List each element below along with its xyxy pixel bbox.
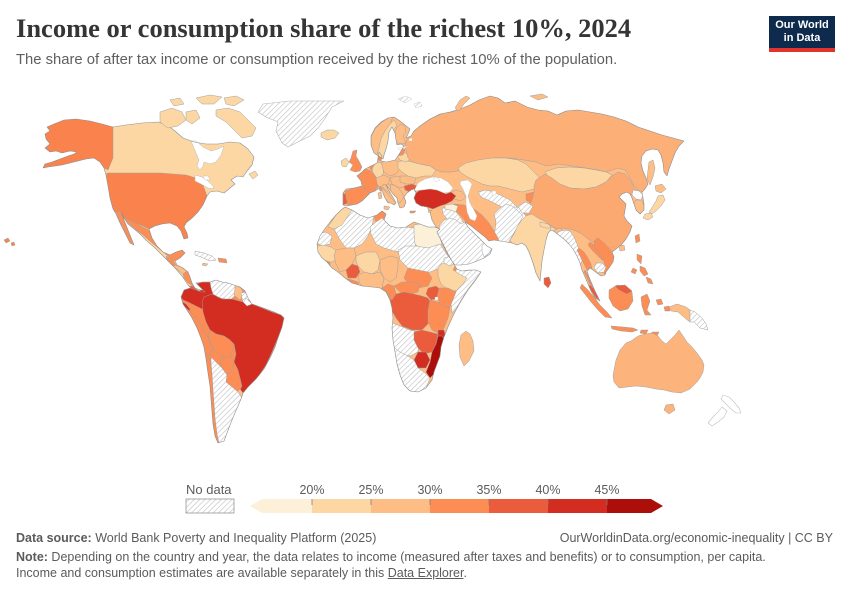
svg-text:No data: No data xyxy=(186,482,232,497)
svg-text:40%: 40% xyxy=(535,483,560,497)
svg-text:45%: 45% xyxy=(594,483,619,497)
svg-text:35%: 35% xyxy=(476,483,501,497)
svg-text:20%: 20% xyxy=(299,483,324,497)
svg-text:25%: 25% xyxy=(358,483,383,497)
svg-text:30%: 30% xyxy=(417,483,442,497)
